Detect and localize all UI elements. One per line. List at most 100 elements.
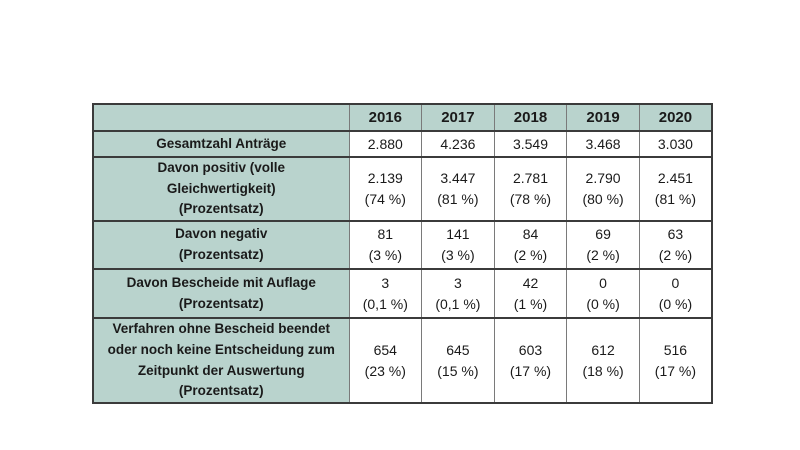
data-cell: 84 (2 %) [493, 220, 568, 270]
data-cell: 516 (17 %) [638, 317, 713, 404]
statistics-table: 2016 2017 2018 2019 2020 Gesamtzahl Antr… [92, 103, 713, 404]
cell-value: 42 [522, 274, 539, 291]
row-label-line: Davon Bescheide mit Auflage [126, 274, 316, 290]
data-cell: 63 (2 %) [638, 220, 713, 270]
cell-percent: (23 %) [364, 362, 406, 379]
data-cell: 3 (0,1 %) [348, 268, 423, 319]
cell-value: 645 [446, 341, 470, 358]
data-cell: 3.447 (81 %) [421, 156, 495, 222]
year-header-2017: 2017 [421, 103, 495, 132]
data-cell: 69 (2 %) [566, 220, 640, 270]
table-row: Verfahren ohne Bescheid beendet oder noc… [92, 317, 713, 404]
data-cell: 3.549 [493, 130, 568, 158]
data-cell: 612 (18 %) [566, 317, 640, 404]
row-label-line: (Prozentsatz) [178, 247, 264, 262]
row-label-line: Davon positiv (volle [157, 160, 286, 176]
table-row: Davon positiv (volle Gleichwertigkeit) (… [92, 156, 713, 222]
cell-percent: (0,1 %) [435, 295, 481, 312]
row-label-line: Davon negativ [175, 226, 268, 242]
row-label-line: Zeitpunkt der Auswertung [137, 362, 305, 378]
corner-cell [92, 103, 350, 132]
cell-value: 0 [671, 274, 680, 291]
row-label-cell: Davon Bescheide mit Auflage (Prozentsatz… [92, 268, 350, 319]
data-cell: 4.236 [421, 130, 495, 158]
data-cell: 3.030 [638, 130, 713, 158]
cell-percent: (17 %) [509, 362, 552, 379]
data-cell: 2.139 (74 %) [348, 156, 423, 222]
cell-value: 516 [663, 341, 688, 358]
cell-percent: (81 %) [654, 191, 697, 207]
data-cell: 2.790 (80 %) [566, 156, 640, 222]
cell-value: 2.451 [657, 170, 693, 186]
year-header-2020: 2020 [638, 103, 713, 132]
year-header-2018: 2018 [493, 103, 568, 132]
data-cell: 2.880 [348, 130, 423, 158]
row-label-cell: Davon positiv (volle Gleichwertigkeit) (… [92, 156, 350, 222]
table-row: Davon negativ (Prozentsatz) 81 (3 %) 141… [92, 220, 713, 270]
cell-percent: (15 %) [437, 362, 479, 379]
row-label-line: Verfahren ohne Bescheid beendet [112, 321, 331, 337]
row-label-cell: Davon negativ (Prozentsatz) [92, 220, 350, 270]
cell-value: 4.236 [440, 135, 476, 152]
cell-percent: (1 %) [513, 295, 548, 312]
cell-value: 2.139 [367, 170, 403, 186]
data-cell: 0 (0 %) [566, 268, 640, 319]
data-cell: 2.781 (78 %) [493, 156, 568, 222]
cell-value: 3.030 [657, 135, 693, 152]
cell-percent: (18 %) [582, 362, 624, 379]
table-row: Gesamtzahl Anträge 2.880 4.236 3.549 3.4… [92, 130, 713, 158]
data-cell: 0 (0 %) [638, 268, 713, 319]
cell-percent: (2 %) [513, 247, 548, 263]
data-cell: 81 (3 %) [348, 220, 423, 270]
cell-value: 2.790 [585, 170, 621, 186]
cell-percent: (81 %) [437, 191, 479, 207]
cell-percent: (74 %) [364, 191, 406, 207]
cell-value: 603 [518, 341, 543, 358]
row-label-line: Gleichwertigkeit) [166, 180, 276, 196]
data-cell: 141 (3 %) [421, 220, 495, 270]
cell-percent: (0,1 %) [362, 295, 408, 312]
cell-value: 0 [599, 274, 607, 291]
cell-percent: (2 %) [586, 247, 620, 263]
cell-value: 141 [446, 226, 470, 242]
year-header-2016: 2016 [348, 103, 423, 132]
cell-value: 69 [595, 226, 611, 242]
cell-value: 3 [381, 274, 390, 291]
row-label-line: Gesamtzahl Anträge [156, 135, 287, 151]
data-cell: 645 (15 %) [421, 317, 495, 404]
row-label-cell: Verfahren ohne Bescheid beendet oder noc… [92, 317, 350, 404]
cell-value: 3.549 [512, 135, 548, 152]
cell-value: 654 [373, 341, 397, 358]
row-label-line: (Prozentsatz) [178, 295, 264, 311]
cell-percent: (78 %) [509, 191, 552, 207]
cell-percent: (2 %) [658, 247, 693, 263]
cell-value: 612 [591, 341, 615, 358]
cell-value: 84 [522, 226, 539, 242]
row-label-line: oder noch keine Entscheidung zum [107, 341, 335, 357]
cell-value: 2.781 [512, 170, 548, 186]
cell-value: 63 [667, 226, 684, 242]
table-header-row: 2016 2017 2018 2019 2020 [92, 103, 713, 132]
row-label-line: (Prozentsatz) [178, 383, 264, 399]
data-cell: 3 (0,1 %) [421, 268, 495, 319]
data-cell: 42 (1 %) [493, 268, 568, 319]
cell-value: 3.447 [440, 170, 476, 186]
cell-percent: (0 %) [586, 295, 620, 312]
cell-value: 3.468 [585, 135, 621, 152]
data-cell: 2.451 (81 %) [638, 156, 713, 222]
cell-percent: (3 %) [368, 247, 403, 263]
row-label-line: (Prozentsatz) [178, 201, 264, 217]
data-cell: 654 (23 %) [348, 317, 423, 404]
year-header-2019: 2019 [566, 103, 640, 132]
cell-value: 81 [377, 226, 394, 242]
data-cell: 3.468 [566, 130, 640, 158]
data-cell: 603 (17 %) [493, 317, 568, 404]
cell-percent: (80 %) [582, 191, 624, 207]
cell-percent: (3 %) [441, 247, 475, 263]
cell-value: 2.880 [367, 135, 403, 152]
cell-percent: (17 %) [654, 362, 697, 379]
cell-value: 3 [453, 274, 462, 291]
cell-percent: (0 %) [658, 295, 693, 312]
row-label-cell: Gesamtzahl Anträge [92, 130, 350, 158]
